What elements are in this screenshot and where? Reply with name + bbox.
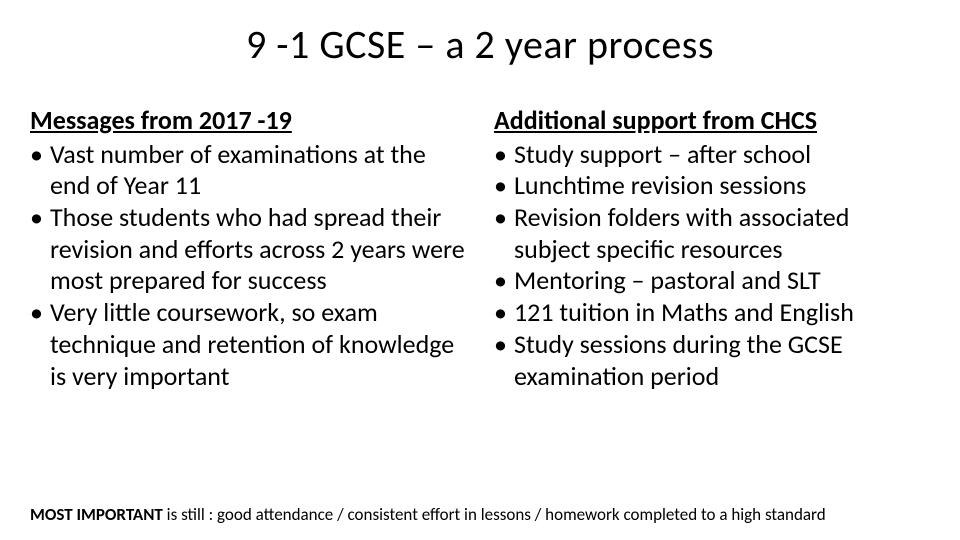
right-bullet-list: Study support – after school Lunchtime r… — [494, 139, 930, 393]
list-item: 121 tuition in Maths and English — [494, 297, 930, 329]
left-bullet-list: Vast number of examinations at the end o… — [30, 139, 466, 393]
left-heading: Messages from 2017 -19 — [30, 104, 466, 137]
list-item: Study sessions during the GCSE examinati… — [494, 329, 930, 392]
footer-note: MOST IMPORTANT is still : good attendanc… — [30, 505, 930, 525]
footer-rest: is still : good attendance / consistent … — [163, 504, 826, 525]
list-item: Study support – after school — [494, 139, 930, 171]
right-heading: Additional support from CHCS — [494, 104, 930, 137]
list-item: Lunchtime revision sessions — [494, 170, 930, 202]
list-item: Those students who had spread their revi… — [30, 202, 466, 297]
columns-container: Messages from 2017 -19 Vast number of ex… — [30, 104, 930, 489]
list-item: Revision folders with associated subject… — [494, 202, 930, 265]
list-item: Vast number of examinations at the end o… — [30, 139, 466, 202]
list-item: Mentoring – pastoral and SLT — [494, 265, 930, 297]
list-item: Very little coursework, so exam techniqu… — [30, 297, 466, 392]
footer-strong: MOST IMPORTANT — [30, 504, 163, 525]
slide-title: 9 -1 GCSE – a 2 year process — [30, 20, 930, 69]
right-column: Additional support from CHCS Study suppo… — [494, 104, 930, 489]
left-column: Messages from 2017 -19 Vast number of ex… — [30, 104, 466, 489]
